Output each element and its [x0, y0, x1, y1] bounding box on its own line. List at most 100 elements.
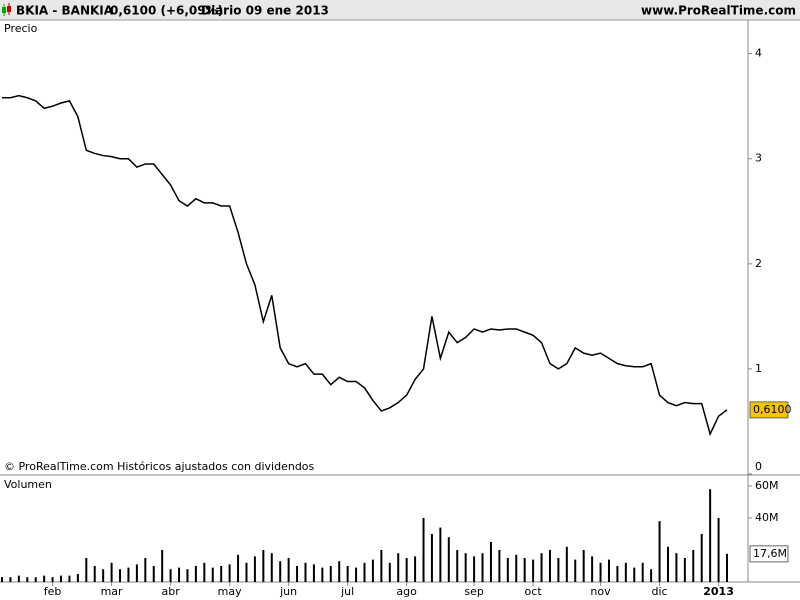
- volume-bar: [43, 575, 46, 582]
- last-value-box: [749, 545, 789, 563]
- volume-bar: [582, 550, 585, 582]
- y-tick-label: 4: [755, 47, 762, 60]
- volume-bar: [270, 553, 273, 582]
- volume-bar: [456, 550, 459, 582]
- volume-bar: [371, 559, 374, 582]
- volume-bar: [1, 577, 3, 582]
- volume-bar: [26, 577, 29, 582]
- x-tick-label: 2013: [703, 585, 734, 598]
- price-panel-title: Precio: [4, 22, 38, 35]
- volume-bar: [178, 567, 181, 582]
- volume-bar: [296, 566, 299, 582]
- volume-bar: [110, 562, 113, 582]
- volume-bar: [532, 559, 535, 582]
- volume-bar: [85, 558, 88, 582]
- volume-bar: [68, 575, 71, 582]
- volume-bar: [498, 550, 501, 582]
- volume-bar: [76, 574, 79, 582]
- volume-panel-title: Volumen: [4, 478, 52, 491]
- y-tick-label: 40M: [755, 511, 779, 524]
- y-tick-label: 3: [755, 152, 762, 165]
- volume-bar: [338, 561, 341, 582]
- volume-bar: [414, 556, 417, 582]
- volume-bar: [591, 556, 594, 582]
- volume-bar: [186, 569, 189, 582]
- volume-bar: [473, 556, 476, 582]
- y-tick-label: 0: [755, 460, 762, 473]
- quote: 0,6100 (+6,09%): [110, 4, 223, 18]
- volume-bar: [709, 489, 712, 582]
- volume-bar: [683, 558, 686, 582]
- volume-bar: [548, 550, 551, 582]
- period: Diario 09 ene 2013: [201, 4, 329, 18]
- last-value-box: [749, 401, 789, 419]
- x-tick-label: sep: [464, 585, 483, 598]
- volume-bar: [34, 577, 37, 582]
- x-tick-label: may: [218, 585, 242, 598]
- y-tick-label: 2: [755, 257, 762, 270]
- volume-bar: [304, 562, 307, 582]
- volume-bar: [405, 558, 408, 582]
- volume-bar: [60, 575, 63, 582]
- volume-bar: [616, 566, 619, 582]
- volume-bar: [726, 553, 728, 582]
- volume-bar: [422, 518, 425, 582]
- volume-bar: [211, 567, 214, 582]
- y-tick-label: 60M: [755, 479, 779, 492]
- volume-bar: [397, 553, 400, 582]
- volume-bar: [388, 562, 391, 582]
- volume-bar: [312, 564, 315, 582]
- volume-bar: [557, 558, 560, 582]
- app-icon: [2, 3, 11, 16]
- x-tick-label: feb: [44, 585, 62, 598]
- volume-bar: [144, 558, 147, 582]
- volume-bar: [203, 562, 206, 582]
- volume-bar: [17, 575, 20, 582]
- volume-bar: [565, 546, 568, 582]
- volume-bar: [355, 567, 358, 582]
- last-value-label: 17,6M: [753, 547, 787, 560]
- volume-bar: [666, 546, 669, 582]
- volume-bar: [220, 566, 223, 582]
- volume-bar: [633, 567, 636, 582]
- footnote: © ProRealTime.com Históricos ajustados c…: [4, 460, 315, 473]
- volume-bar: [717, 518, 720, 582]
- volume-bar: [51, 577, 54, 582]
- volume-bar: [152, 566, 155, 582]
- volume-bar: [464, 553, 467, 582]
- volume-bar: [253, 556, 256, 582]
- volume-bar: [506, 558, 509, 582]
- x-tick-label: mar: [101, 585, 123, 598]
- volume-bar: [658, 521, 661, 582]
- volume-bar: [447, 537, 450, 582]
- x-tick-label: oct: [525, 585, 543, 598]
- volume-bar: [321, 567, 324, 582]
- volume-bar: [540, 553, 543, 582]
- volume-bar: [237, 554, 240, 582]
- last-value-label: 0,6100: [753, 403, 792, 416]
- x-tick-label: abr: [161, 585, 180, 598]
- volume-bar: [599, 562, 602, 582]
- volume-bar: [279, 561, 282, 582]
- volume-bar: [650, 569, 653, 582]
- volume-bar: [641, 562, 644, 582]
- symbol: BKIA - BANKIA: [16, 4, 114, 18]
- volume-bar: [700, 534, 703, 582]
- price-line: [2, 94, 728, 437]
- x-tick-label: jun: [279, 585, 297, 598]
- volume-bar: [481, 553, 484, 582]
- volume-bar: [329, 566, 332, 582]
- volume-bar: [245, 562, 248, 582]
- volume-bar: [574, 559, 577, 582]
- volume-bar: [692, 550, 695, 582]
- volume-bar: [607, 559, 610, 582]
- volume-bar: [430, 534, 433, 582]
- x-tick-label: jul: [340, 585, 354, 598]
- volume-bar: [102, 569, 105, 582]
- volume-bar: [169, 569, 172, 582]
- x-tick-label: nov: [590, 585, 611, 598]
- volume-bar: [624, 562, 627, 582]
- volume-bar: [127, 567, 130, 582]
